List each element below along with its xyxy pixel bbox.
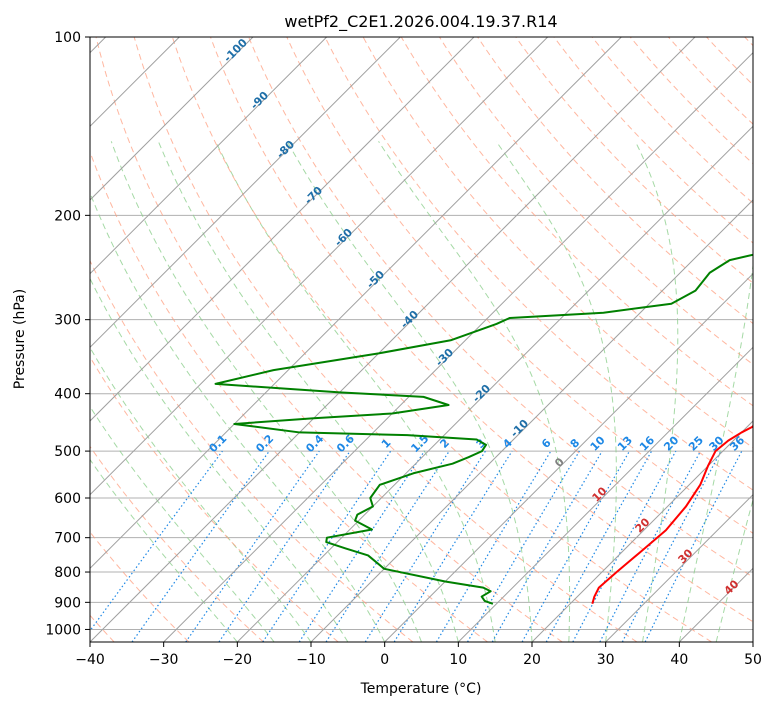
- x-tick-label: −20: [223, 652, 253, 668]
- y-tick-label: 800: [54, 565, 81, 581]
- y-tick-label: 300: [54, 313, 81, 329]
- x-tick-label: −10: [296, 652, 326, 668]
- y-tick-label: 1000: [45, 622, 81, 638]
- x-axis-label: Temperature (°C): [360, 681, 482, 697]
- x-tick-label: 10: [449, 652, 467, 668]
- y-tick-label: 500: [54, 444, 81, 460]
- y-tick-label: 600: [54, 491, 81, 507]
- x-tick-label: −40: [75, 652, 105, 668]
- y-tick-label: 700: [54, 531, 81, 547]
- x-tick-label: 40: [670, 652, 688, 668]
- y-tick-label: 400: [54, 387, 81, 403]
- x-tick-label: 50: [744, 652, 762, 668]
- chart-title: wetPf2_C2E1.2026.004.19.37.R14: [284, 12, 557, 32]
- y-axis-label: Pressure (hPa): [12, 289, 28, 389]
- x-tick-label: 30: [597, 652, 615, 668]
- x-tick-label: −30: [149, 652, 179, 668]
- y-tick-label: 100: [54, 30, 81, 46]
- x-tick-label: 0: [380, 652, 389, 668]
- y-tick-label: 200: [54, 208, 81, 224]
- x-tick-label: 20: [523, 652, 541, 668]
- y-tick-label: 900: [54, 595, 81, 611]
